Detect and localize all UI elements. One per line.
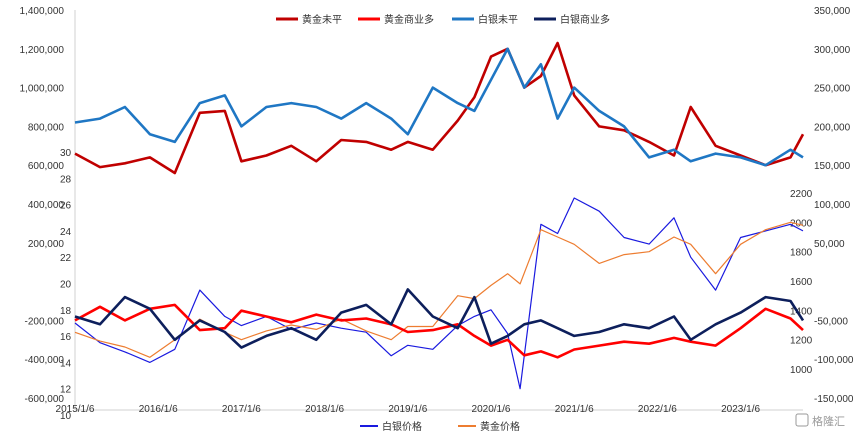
x-tick-label: 2020/1/6 — [472, 404, 511, 415]
legend-label: 白银价格 — [382, 420, 422, 433]
top-left-tick-label: 1,000,000 — [20, 84, 65, 95]
top-left-tick-label: 200,000 — [28, 239, 65, 250]
top-right-tick-label: 200,000 — [814, 122, 851, 133]
bottom-right-tick-label: 2000 — [790, 218, 813, 229]
bottom-left-tick-label: 10 — [60, 411, 72, 422]
series-line-0-0 — [74, 41, 805, 175]
bottom-left-tick-label: 30 — [60, 148, 72, 159]
bottom-left-tick-label: 24 — [60, 227, 72, 238]
bottom-right-tick-label: 1400 — [790, 306, 813, 317]
bottom-left-tick-label: 22 — [60, 253, 72, 264]
bottom-left-tick-label: 18 — [60, 306, 72, 317]
bottom-right-tick-label: 2200 — [790, 189, 813, 200]
top-left-tick-label: 1,200,000 — [20, 45, 65, 56]
x-tick-label: 2022/1/6 — [638, 404, 677, 415]
bottom-right-tick-label: 1600 — [790, 277, 813, 288]
x-tick-label: 2021/1/6 — [555, 404, 594, 415]
x-tick-label: 2015/1/6 — [56, 404, 95, 415]
series-line-0-2 — [74, 47, 804, 167]
top-right-tick-label: -150,000 — [814, 394, 854, 405]
bottom-left-tick-label: 12 — [60, 385, 72, 396]
series-line-1-0 — [74, 197, 804, 390]
bottom-left-tick-label: 28 — [60, 174, 72, 185]
bottom-right-tick-label: 1000 — [790, 365, 813, 376]
x-tick-label: 2017/1/6 — [222, 404, 261, 415]
top-left-tick-label: -200,000 — [25, 316, 65, 327]
legend-label: 白银未平 — [478, 13, 518, 26]
legend-label: 黄金商业多 — [384, 13, 434, 26]
bottom-left-tick-label: 20 — [60, 280, 72, 291]
series-line-0-3 — [74, 288, 805, 349]
x-tick-label: 2018/1/6 — [305, 404, 344, 415]
top-left-tick-label: 600,000 — [28, 161, 65, 172]
x-tick-label: 2023/1/6 — [721, 404, 760, 415]
top-left-tick-label: -600,000 — [25, 394, 65, 405]
series-line-0-1 — [74, 303, 804, 359]
legend-label: 白银商业多 — [560, 13, 610, 26]
x-tick-label: 2016/1/6 — [139, 404, 178, 415]
watermark-text: 格隆汇 — [812, 414, 845, 428]
top-right-tick-label: 300,000 — [814, 45, 851, 56]
top-left-tick-label: 1,400,000 — [20, 6, 65, 17]
top-left-tick-label: 800,000 — [28, 122, 65, 133]
bottom-left-tick-label: 26 — [60, 201, 72, 212]
legend-label: 黄金未平 — [302, 13, 342, 26]
bottom-left-tick-label: 16 — [60, 332, 72, 343]
top-left-tick-label: -400,000 — [25, 355, 65, 366]
bottom-right-tick-label: 1800 — [790, 248, 813, 259]
top-right-tick-label: -50,000 — [814, 316, 848, 327]
bottom-right-tick-label: 1200 — [790, 336, 813, 347]
top-right-tick-label: 100,000 — [814, 200, 851, 211]
x-tick-label: 2019/1/6 — [388, 404, 427, 415]
top-right-tick-label: -100,000 — [814, 355, 854, 366]
top-left-tick-label: 400,000 — [28, 200, 65, 211]
legend-label: 黄金价格 — [480, 420, 520, 433]
top-right-tick-label: 250,000 — [814, 84, 851, 95]
top-right-tick-label: 350,000 — [814, 6, 851, 17]
top-right-tick-label: 50,000 — [814, 239, 845, 250]
top-right-tick-label: 150,000 — [814, 161, 851, 172]
watermark-logo-icon — [795, 413, 809, 427]
bottom-left-tick-label: 14 — [60, 358, 72, 369]
